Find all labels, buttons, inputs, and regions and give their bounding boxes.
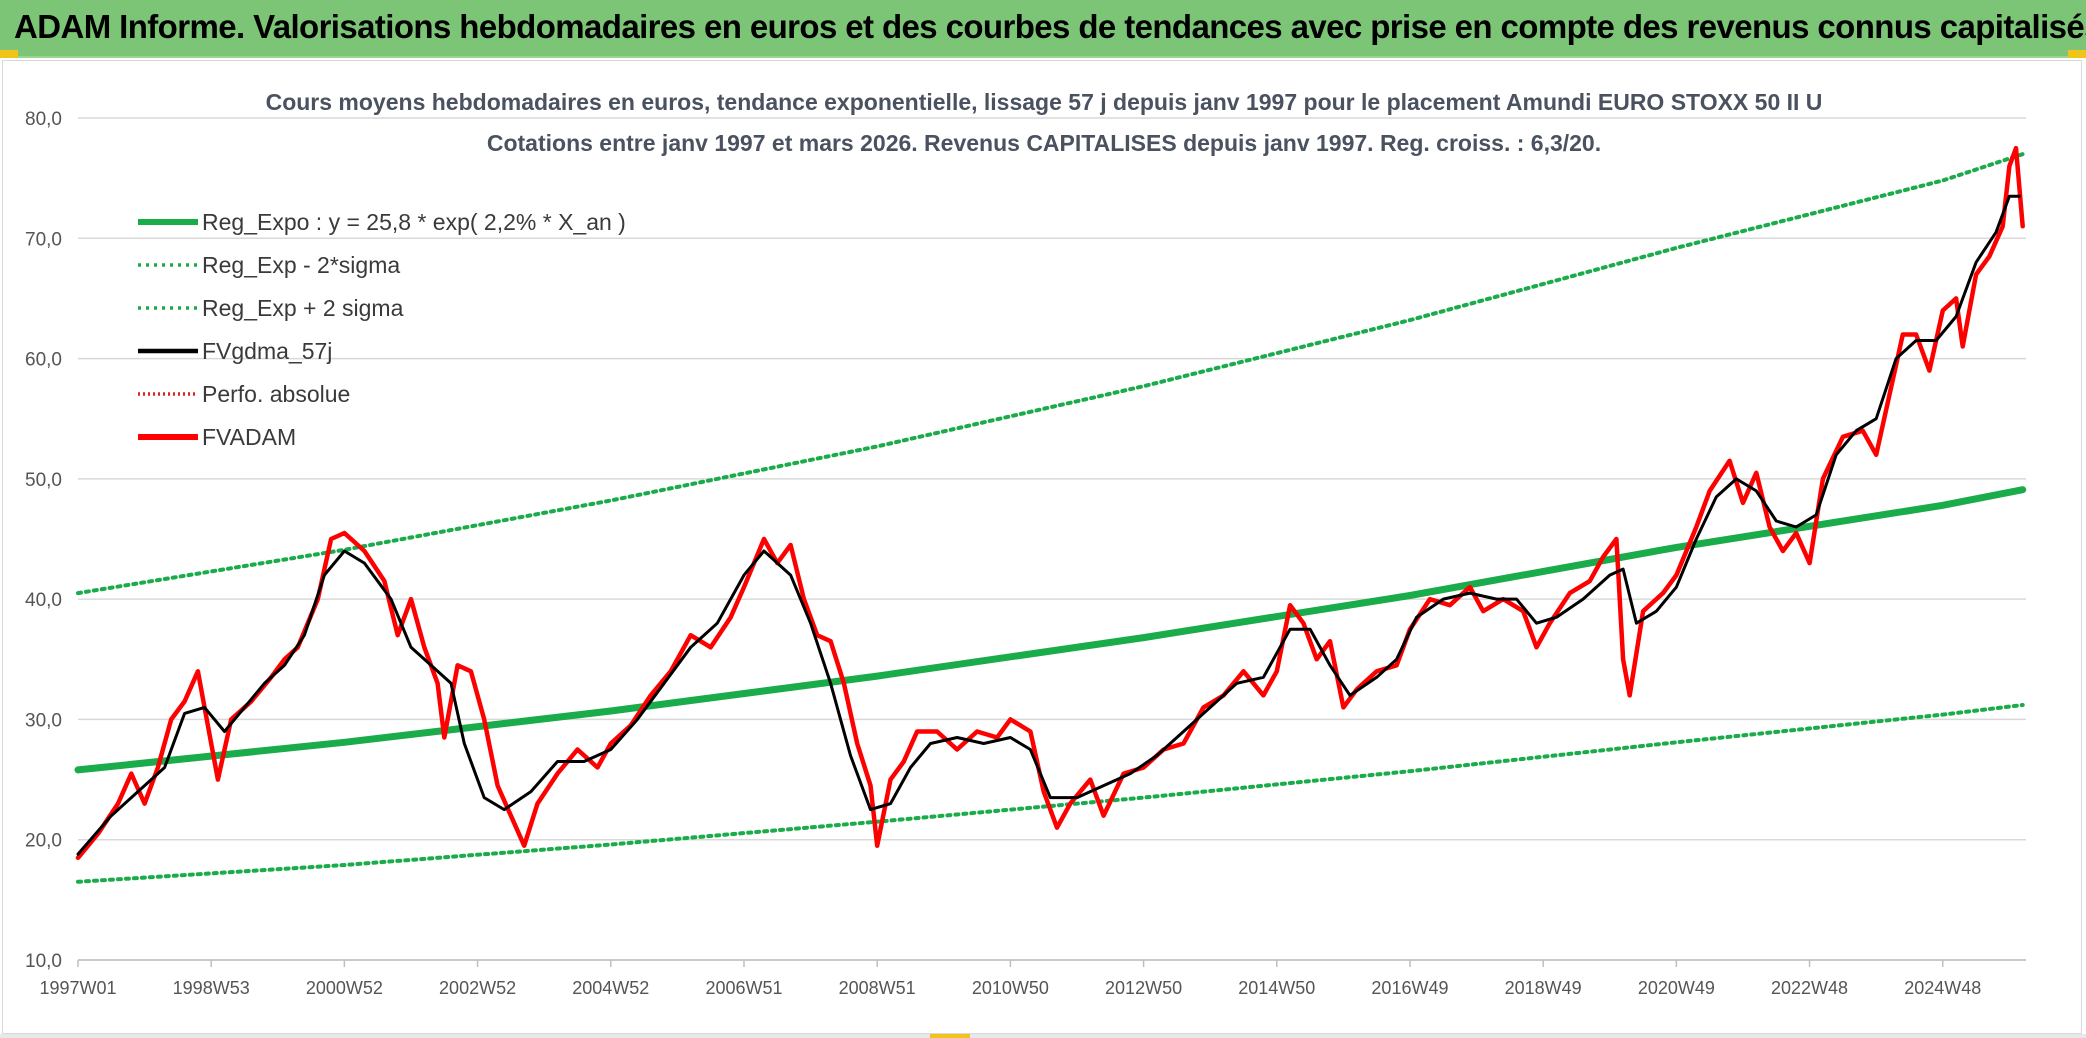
- y-tick-label: 70,0: [25, 229, 62, 250]
- x-tick-label: 2020W49: [1638, 978, 1715, 998]
- legend-label: Reg_Exp - 2*sigma: [202, 252, 400, 278]
- report-banner: ADAM Informe. Valorisations hebdomadaire…: [0, 0, 2086, 58]
- banner-accent-right: [2068, 50, 2086, 58]
- x-tick-label: 2002W52: [439, 978, 516, 998]
- x-tick-label: 2008W51: [839, 978, 916, 998]
- y-tick-label: 80,0: [25, 109, 62, 130]
- x-tick-label: 1998W53: [173, 978, 250, 998]
- x-tick-label: 2018W49: [1505, 978, 1582, 998]
- chart-frame: [2, 60, 2082, 1034]
- bottom-accent: [930, 1034, 970, 1038]
- legend-label: Reg_Expo : y = 25,8 * exp( 2,2% * X_an ): [202, 209, 626, 235]
- y-tick-label: 30,0: [25, 710, 62, 731]
- series-line-reg-expo-y-25-8-exp-2-2-x-an: [74, 486, 2027, 774]
- chart-title: Cours moyens hebdomadaires en euros, ten…: [266, 89, 1823, 115]
- series-line-fvgdma-57j: [76, 194, 2021, 856]
- x-tick-label: 2004W52: [572, 978, 649, 998]
- x-tick-label: 2024W48: [1904, 978, 1981, 998]
- y-tick-label: 20,0: [25, 831, 62, 852]
- x-tick-label: 2016W49: [1371, 978, 1448, 998]
- report-title: ADAM Informe. Valorisations hebdomadaire…: [14, 8, 2086, 45]
- legend-label: FVADAM: [202, 424, 296, 450]
- series-line-reg-exp-2-sigma: [76, 703, 2025, 884]
- y-tick-label: 10,0: [25, 951, 62, 972]
- y-tick-label: 60,0: [25, 350, 62, 371]
- series-line-reg-exp-2-sigma: [76, 152, 2025, 596]
- plot-area: [74, 145, 2027, 884]
- x-tick-label: 2006W51: [705, 978, 782, 998]
- y-tick-label: 50,0: [25, 470, 62, 491]
- banner-accent-left: [0, 50, 18, 58]
- x-axis: 1997W01 1998W53 2000W52 2002W52 2004W52 2006W…: [39, 959, 2026, 998]
- x-tick-label: 2000W52: [306, 978, 383, 998]
- legend-label: Reg_Exp + 2 sigma: [202, 295, 404, 321]
- legend-label: Perfo. absolue: [202, 381, 350, 407]
- y-tick-label: 40,0: [25, 590, 62, 611]
- legend-label: FVgdma_57j: [202, 338, 332, 364]
- x-tick-label: 2014W50: [1238, 978, 1315, 998]
- bottom-strip: [0, 1034, 2086, 1038]
- chart-subtitle: Cotations entre janv 1997 et mars 2026. …: [487, 130, 1601, 156]
- legend: Reg_Expo : y = 25,8 * exp( 2,2% * X_an )…: [138, 209, 626, 450]
- x-tick-label: 2012W50: [1105, 978, 1182, 998]
- x-tick-label: 2010W50: [972, 978, 1049, 998]
- x-tick-label: 2022W48: [1771, 978, 1848, 998]
- y-axis: 10,0 20,0 30,0 40,0 50,0 60,0 70,0 80,0: [25, 109, 62, 972]
- x-tick-label: 1997W01: [39, 978, 116, 998]
